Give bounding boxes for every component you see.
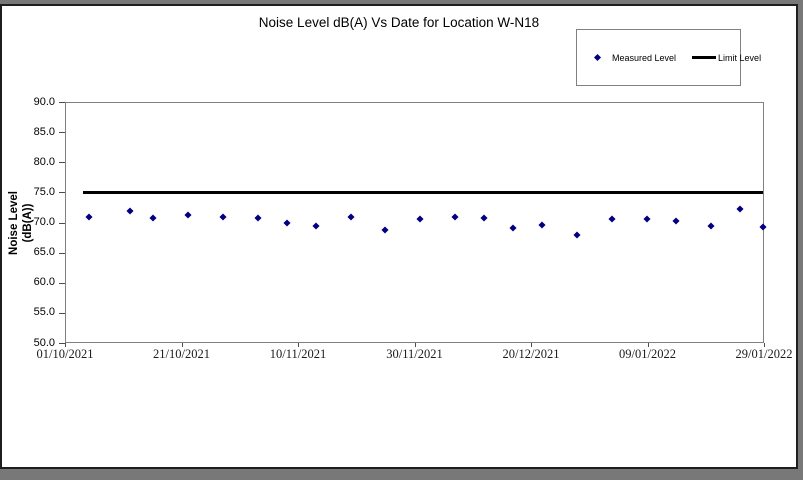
data-point	[85, 212, 93, 221]
y-axis-tick-label: 65.0	[33, 246, 55, 259]
x-axis-tick-mark	[65, 343, 66, 347]
data-point	[538, 221, 546, 229]
x-axis-tick-mark	[647, 343, 649, 347]
y-axis-tick-label: 55.0	[33, 306, 55, 319]
data-point	[643, 215, 651, 223]
data-point	[184, 211, 192, 219]
y-axis-tick-mark	[59, 252, 65, 254]
y-axis-tick-label: 70.0	[33, 216, 55, 228]
data-point	[347, 212, 355, 221]
data-point	[254, 214, 262, 222]
data-point	[312, 222, 320, 230]
x-axis-tick-mark	[298, 343, 299, 347]
y-axis-tick-label: 85.0	[33, 125, 55, 138]
data-point	[219, 212, 227, 221]
chart-panel: Noise Level dB(A) Vs Date for Location W…	[0, 4, 798, 469]
legend-label-limit-level: Limit Level	[718, 52, 762, 63]
x-axis-tick-label: 01/10/2021	[36, 347, 94, 361]
data-point	[672, 217, 680, 225]
legend-label-measured-level: Measured Level	[612, 52, 677, 63]
x-axis-tick-mark	[531, 343, 532, 347]
x-axis-tick-label: 10/11/2021	[269, 347, 327, 361]
x-axis-tick-mark	[181, 343, 183, 347]
y-axis-tick-label: 75.0	[33, 185, 55, 198]
y-axis-tick-label: 60.0	[33, 276, 55, 289]
x-axis-tick-label: 29/01/2022	[735, 347, 793, 361]
y-axis-tick-mark	[59, 222, 65, 224]
y-axis-tick-label: 90.0	[33, 95, 55, 108]
data-point	[736, 205, 744, 213]
legend-measured-diamond-icon	[593, 53, 602, 62]
x-axis-tick-mark	[414, 343, 416, 347]
legend-limit-line-icon	[692, 56, 717, 59]
data-point	[509, 224, 517, 233]
y-axis-tick-label: 50.0	[33, 336, 55, 349]
data-point	[573, 231, 581, 239]
data-point	[381, 226, 389, 234]
legend: Measured Level Limit Level	[576, 29, 761, 86]
data-point	[126, 207, 134, 215]
data-point	[707, 222, 715, 230]
x-axis-tick-label: 21/10/2021	[153, 347, 210, 361]
data-point	[283, 219, 291, 227]
data-point	[608, 215, 616, 223]
data-point	[416, 215, 424, 223]
data-point	[451, 212, 459, 221]
y-axis-tick-mark	[59, 312, 65, 314]
x-axis-tick-label: 09/01/2022	[619, 347, 676, 361]
x-axis-tick-label: 30/11/2021	[386, 347, 443, 361]
y-axis-tick-mark	[59, 162, 65, 164]
data-point	[149, 214, 157, 222]
y-axis-tick-label: 80.0	[33, 155, 55, 168]
plot-area	[65, 102, 767, 343]
y-axis-tick-mark	[59, 102, 65, 103]
data-point	[759, 223, 767, 231]
y-axis-tick-mark	[59, 132, 65, 134]
limit-level-line	[83, 191, 763, 195]
x-axis-tick-mark	[764, 343, 765, 347]
y-axis-tick-mark	[59, 343, 65, 344]
y-axis-tick-mark	[59, 192, 65, 194]
data-point	[480, 214, 488, 222]
x-axis-tick-label: 20/12/2021	[502, 347, 560, 361]
chart-title: Noise Level dB(A) Vs Date for Location W…	[258, 15, 540, 30]
y-axis-tick-mark	[59, 282, 65, 284]
